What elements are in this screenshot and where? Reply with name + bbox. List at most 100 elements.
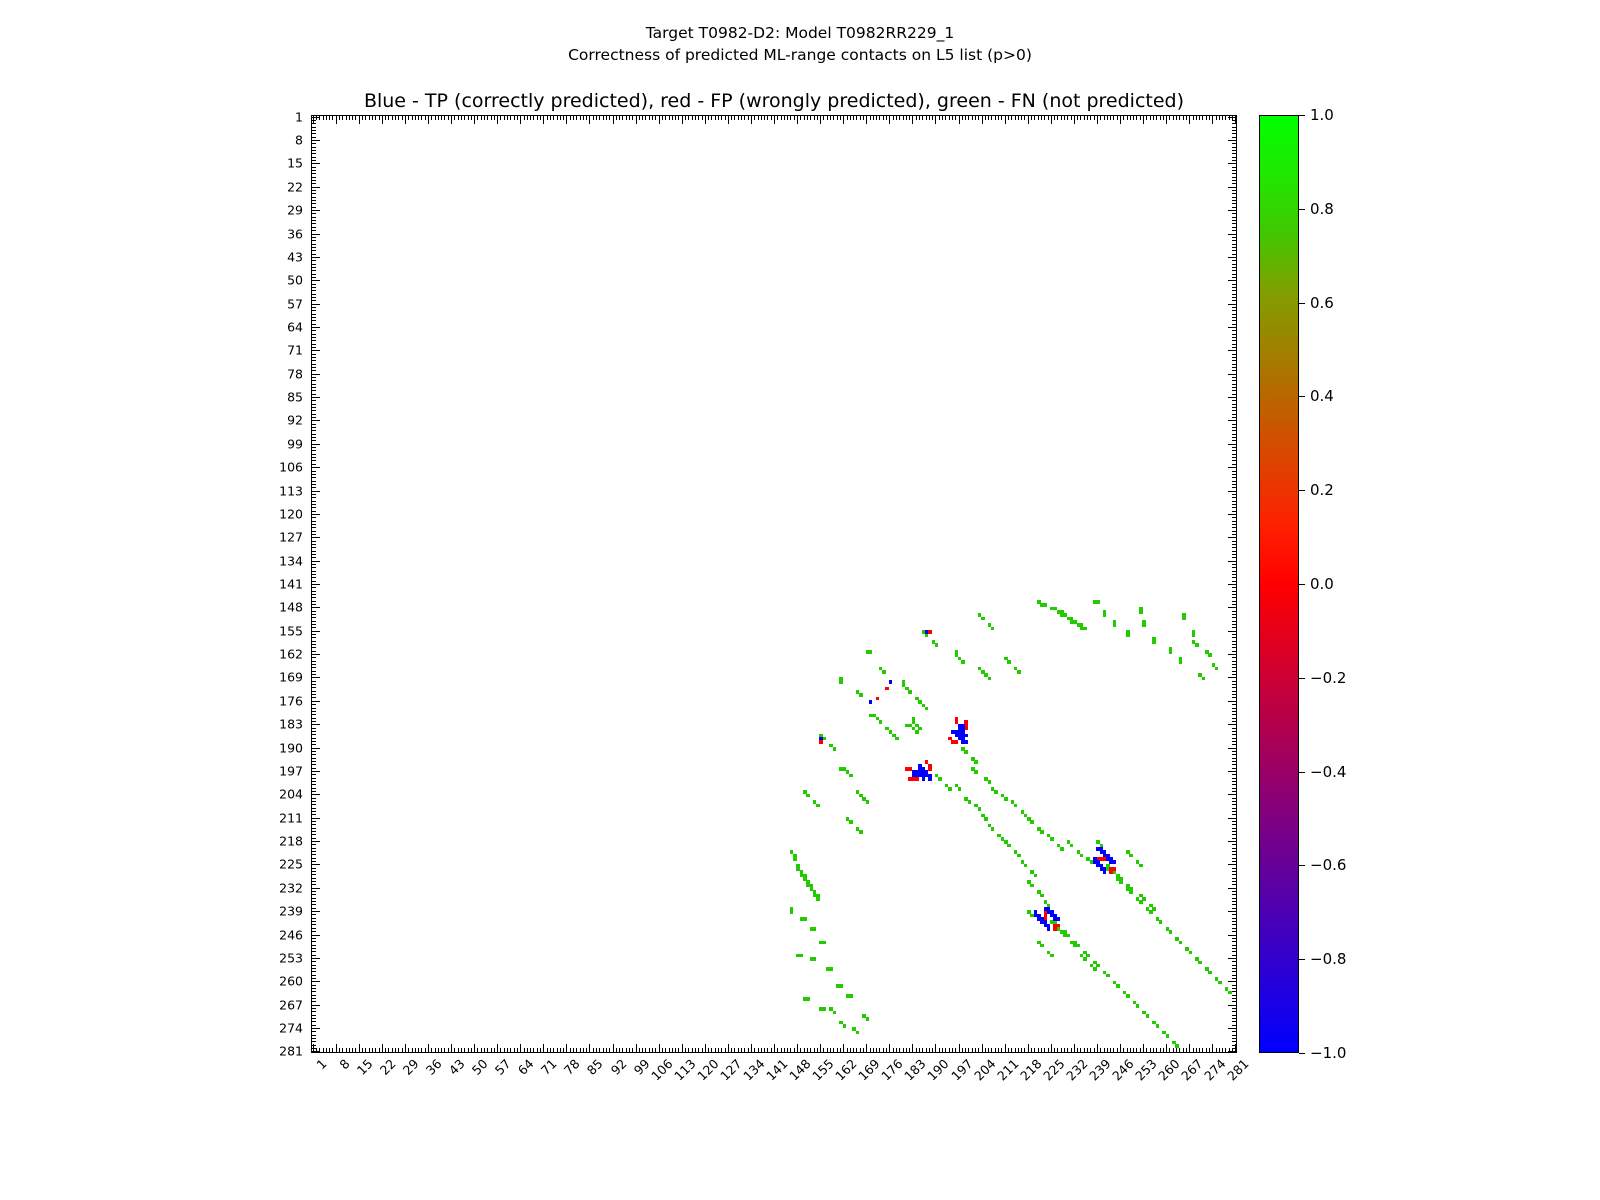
x-axis-ticks-bottom [311, 1039, 1237, 1053]
contact-cell-fn [812, 957, 817, 961]
colorbar-tick-label: −1.0 [1310, 1044, 1347, 1062]
tick-mark [1228, 373, 1237, 375]
contact-cell-tp [911, 770, 916, 774]
contact-cell-fn [1040, 830, 1044, 834]
tick-mark [1232, 984, 1237, 986]
tick-mark [311, 557, 316, 559]
tick-mark [1037, 1048, 1039, 1053]
tick-mark [1228, 186, 1237, 188]
tick-mark [1136, 1048, 1138, 1053]
tick-mark [1228, 677, 1237, 679]
y-tick-label: 253 [279, 950, 303, 966]
y-tick-label: 239 [279, 903, 303, 919]
tick-mark [311, 627, 316, 629]
tick-mark [1232, 236, 1237, 238]
tick-mark [803, 1048, 805, 1053]
tick-mark [708, 1048, 710, 1053]
tick-mark [1232, 330, 1237, 332]
tick-mark [892, 1048, 894, 1053]
tick-mark [311, 326, 320, 328]
tick-mark [1225, 1048, 1227, 1053]
y-tick-label: 57 [287, 296, 303, 312]
tick-mark [576, 1048, 578, 1053]
contact-cell-tp [1040, 917, 1044, 921]
tick-mark [1232, 944, 1237, 946]
tick-mark [1047, 1048, 1049, 1053]
tick-mark [487, 115, 489, 120]
tick-mark [1232, 563, 1237, 565]
tick-mark [711, 1048, 713, 1053]
tick-mark [516, 1048, 518, 1053]
contact-cell-fn [1178, 660, 1183, 664]
contact-cell-fn [852, 1027, 856, 1031]
tick-mark [932, 1048, 934, 1053]
tick-mark [691, 1048, 693, 1053]
contact-cell-fn [812, 893, 817, 898]
tick-mark [1017, 1048, 1019, 1053]
tick-mark [1228, 911, 1237, 913]
tick-mark [1027, 115, 1029, 124]
tick-mark [311, 487, 316, 489]
tick-mark [1228, 584, 1237, 585]
tick-mark [741, 115, 743, 120]
contact-cell-tp [961, 730, 965, 734]
contact-cell-tp [1102, 867, 1107, 871]
tick-mark [503, 115, 505, 120]
contact-cell-fn [1076, 850, 1081, 854]
contact-cell-fn [974, 803, 978, 808]
tick-mark [1179, 115, 1181, 120]
tick-mark [1057, 115, 1059, 120]
tick-mark [1129, 115, 1131, 120]
tick-mark [311, 437, 316, 439]
contact-cell-fn [1125, 883, 1130, 888]
tick-mark [311, 924, 316, 926]
tick-mark [882, 1048, 884, 1053]
tick-mark [1232, 927, 1237, 929]
y-tick-label: 281 [279, 1043, 303, 1059]
contact-cell-fn [1040, 893, 1044, 898]
contact-cell-fn [891, 733, 896, 738]
tick-mark [866, 1044, 868, 1053]
tick-mark [1129, 1048, 1131, 1053]
tick-mark [922, 115, 924, 120]
tick-mark [1232, 997, 1237, 999]
tick-mark [615, 115, 617, 120]
tick-mark [311, 276, 316, 278]
tick-mark [1073, 1044, 1075, 1053]
tick-mark [311, 947, 316, 949]
contact-cell-tp [1056, 917, 1061, 921]
contact-cell-fn [855, 790, 860, 794]
tick-mark [311, 273, 316, 275]
tick-mark [311, 604, 316, 606]
contact-cell-fn [924, 706, 929, 711]
tick-mark [754, 115, 756, 120]
tick-mark [311, 934, 320, 936]
tick-mark [311, 847, 316, 849]
tick-mark [470, 1048, 472, 1053]
tick-mark [1037, 115, 1039, 120]
tick-mark [1232, 550, 1237, 552]
tick-mark [1212, 1044, 1214, 1053]
tick-mark [381, 115, 383, 124]
tick-mark [311, 844, 316, 846]
contact-cell-fn [812, 927, 817, 931]
tick-mark [365, 115, 367, 120]
tick-mark [513, 1048, 515, 1053]
contact-cell-fn [839, 680, 843, 684]
tick-mark [1232, 594, 1237, 595]
contact-cell-fp [964, 726, 969, 731]
tick-mark [1044, 115, 1046, 120]
contact-cell-fn [829, 1007, 833, 1011]
tick-mark [401, 115, 403, 120]
tick-mark [1113, 1048, 1115, 1053]
contact-cell-fn [1083, 957, 1087, 961]
tick-mark [311, 347, 316, 348]
tick-mark [750, 115, 752, 124]
tick-mark [1225, 115, 1227, 120]
tick-mark [358, 1044, 360, 1053]
tick-mark [760, 1048, 762, 1053]
tick-mark [1232, 243, 1237, 245]
contact-cell-fn [1149, 903, 1153, 908]
tick-mark [1232, 684, 1237, 686]
contact-cell-fn [809, 957, 814, 961]
